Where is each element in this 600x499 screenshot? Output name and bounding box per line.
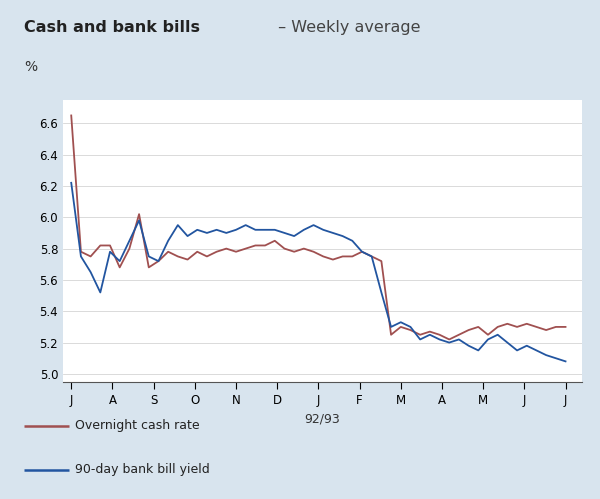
Text: %: %: [24, 60, 37, 74]
Text: Cash and bank bills: Cash and bank bills: [24, 20, 200, 35]
Text: Overnight cash rate: Overnight cash rate: [75, 419, 200, 432]
Text: 90-day bank bill yield: 90-day bank bill yield: [75, 463, 210, 476]
Text: – Weekly average: – Weekly average: [273, 20, 421, 35]
X-axis label: 92/93: 92/93: [305, 412, 340, 425]
